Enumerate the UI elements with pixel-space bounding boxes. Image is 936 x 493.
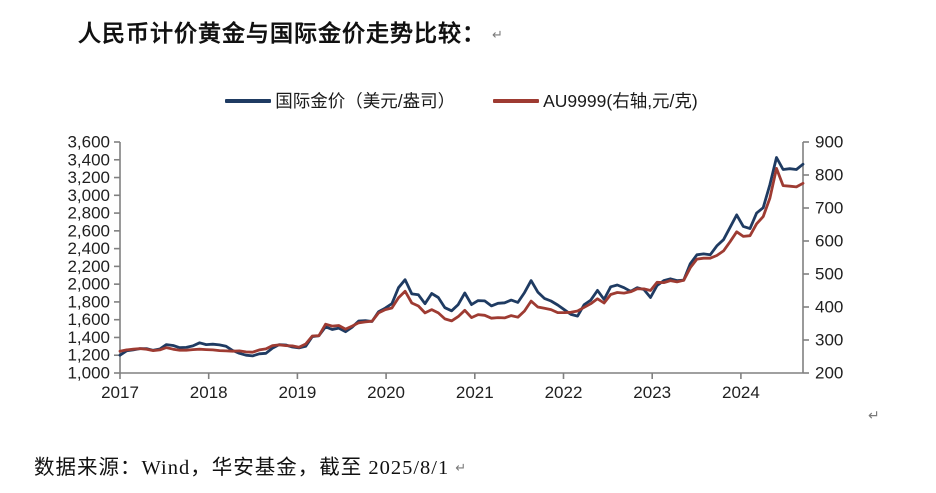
- left-axis-tick-label: 2,400: [67, 239, 110, 258]
- x-axis-tick-label: 2019: [278, 383, 316, 402]
- x-axis-tick-label: 2023: [633, 383, 671, 402]
- left-axis-tick-label: 3,400: [67, 150, 110, 169]
- x-axis-tick-label: 2021: [456, 383, 494, 402]
- right-axis-tick-label: 800: [815, 166, 843, 185]
- page-title-text: 人民币计价黄金与国际金价走势比较：: [78, 21, 486, 46]
- left-axis-tick-label: 2,600: [67, 221, 110, 240]
- x-axis-tick-label: 2022: [545, 383, 583, 402]
- right-axis-tick-label: 200: [815, 364, 843, 383]
- left-axis-tick-label: 3,600: [67, 133, 110, 152]
- legend-line-swatch-red: [493, 98, 540, 103]
- chart-legend: 国际金价（美元/盎司） AU9999(右轴,元/克): [120, 88, 803, 113]
- right-axis-tick-label: 700: [815, 199, 843, 218]
- legend-label: 国际金价（美元/盎司）: [275, 91, 456, 111]
- left-axis-tick-label: 1,400: [67, 328, 110, 347]
- page-title: 人民币计价黄金与国际金价走势比较： ↵: [78, 14, 503, 48]
- left-axis-tick-label: 2,200: [67, 257, 110, 276]
- paragraph-return-icon: ↵: [492, 28, 503, 43]
- left-axis-tick-label: 3,000: [67, 186, 110, 205]
- x-axis-tick-label: 2017: [101, 383, 139, 402]
- right-axis-tick-label: 500: [815, 265, 843, 284]
- left-axis-tick-label: 1,200: [67, 346, 110, 365]
- left-axis-tick-label: 3,200: [67, 168, 110, 187]
- series-line-au9999: [118, 166, 805, 354]
- right-axis-tick-label: 400: [815, 298, 843, 317]
- x-axis-tick-label: 2020: [367, 383, 405, 402]
- left-axis-tick-label: 1,000: [67, 364, 110, 383]
- legend-label: AU9999(右轴,元/克): [543, 91, 698, 111]
- source-note-text: 数据来源：Wind，华安基金，截至 2025/8/1: [34, 457, 450, 479]
- left-axis-tick-label: 2,000: [67, 275, 110, 294]
- right-axis-tick-label: 300: [815, 331, 843, 350]
- legend-item-au9999: AU9999(右轴,元/克): [493, 88, 698, 113]
- legend-line-swatch-blue: [225, 98, 272, 103]
- left-axis-tick-label: 2,800: [67, 204, 110, 223]
- left-axis-tick-label: 1,600: [67, 310, 110, 329]
- x-axis-tick-label: 2018: [190, 383, 228, 402]
- right-axis-tick-label: 600: [815, 232, 843, 251]
- source-note: 数据来源：Wind，华安基金，截至 2025/8/1 ↵: [34, 450, 466, 480]
- paragraph-return-icon: ↵: [868, 408, 880, 424]
- left-axis-tick-label: 1,800: [67, 292, 110, 311]
- right-axis-tick-label: 900: [815, 133, 843, 152]
- series-line-international-gold: [118, 156, 805, 358]
- paragraph-return-icon: ↵: [455, 461, 467, 476]
- legend-item-international-gold: 国际金价（美元/盎司）: [225, 88, 455, 113]
- x-axis-tick-label: 2024: [722, 383, 760, 402]
